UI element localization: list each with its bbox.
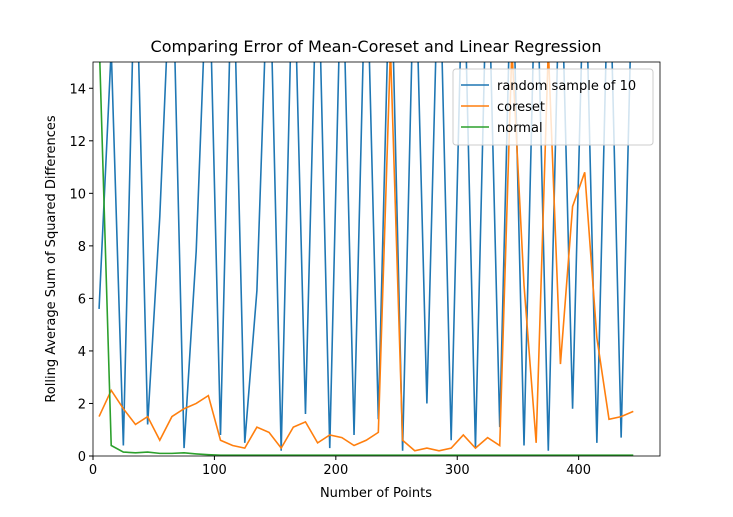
x-tick-label: 400	[566, 463, 591, 478]
y-tick-label: 4	[78, 345, 86, 360]
axes-frame	[92, 61, 661, 457]
y-tick-label: 8	[78, 240, 86, 255]
legend-label: coreset	[497, 100, 545, 115]
legend-label: normal	[497, 121, 543, 136]
x-tick-label: 200	[323, 463, 348, 478]
series-line	[98, 62, 631, 451]
y-tick-label: 6	[78, 292, 86, 307]
legend-box	[452, 68, 654, 146]
series-line	[99, 62, 634, 456]
plot-area	[98, 62, 634, 456]
chart-title: Comparing Error of Mean-Coreset and Line…	[151, 37, 602, 56]
legend-label: random sample of 10	[497, 79, 636, 94]
series-line	[98, 62, 634, 452]
y-tick-label: 12	[69, 135, 86, 150]
y-axis-label: Rolling Average Sum of Squared Differenc…	[44, 115, 59, 402]
y-tick-label: 2	[78, 397, 86, 412]
y-tick-label: 0	[78, 450, 86, 465]
x-tick-label: 100	[202, 463, 227, 478]
x-tick-label: 0	[89, 463, 97, 478]
y-tick-label: 10	[69, 187, 86, 202]
x-tick-label: 300	[445, 463, 470, 478]
x-axis-label: Number of Points	[320, 486, 432, 501]
y-tick-label: 14	[69, 82, 86, 97]
